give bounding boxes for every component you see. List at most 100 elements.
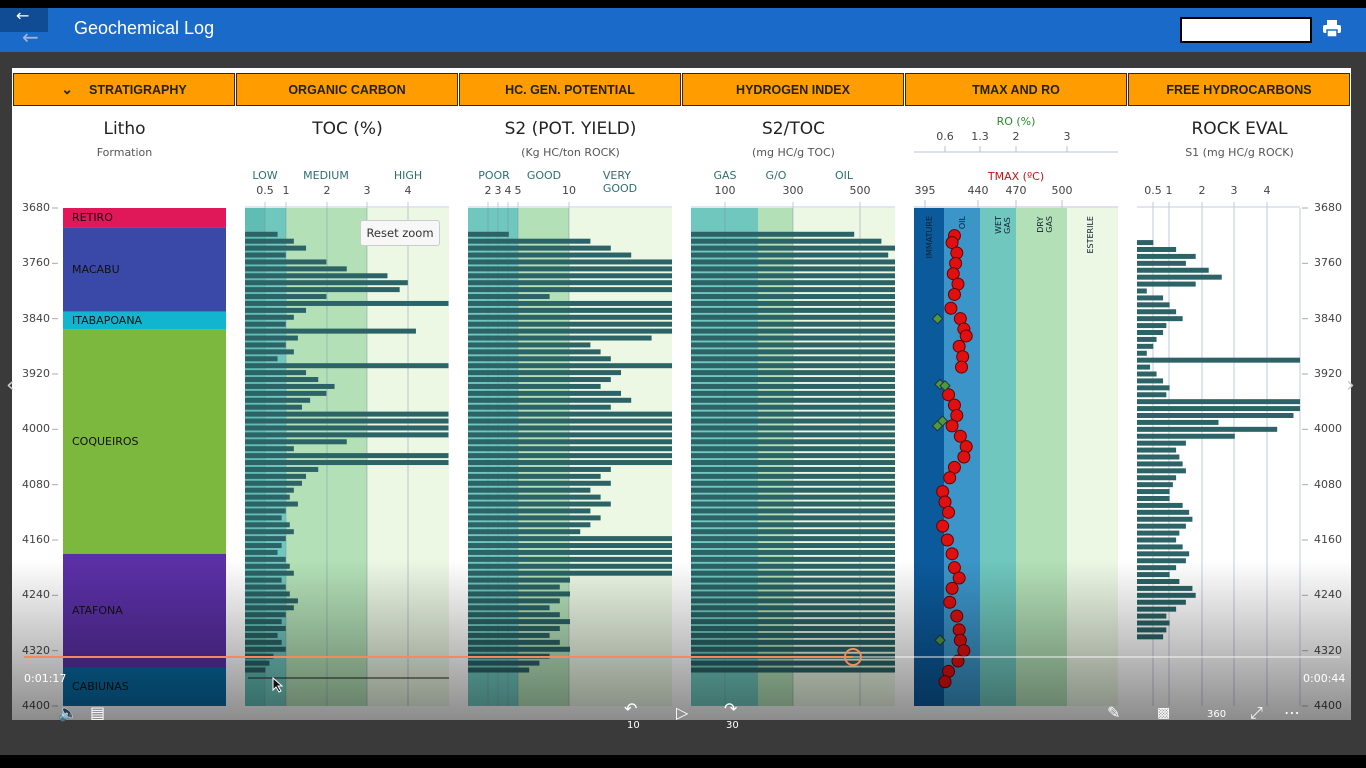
toc-bar (245, 522, 290, 528)
back-button[interactable]: ← (0, 6, 48, 32)
hi-bar (691, 626, 895, 632)
formation-itabapoana (63, 311, 226, 330)
back-arrow-icon[interactable]: ← (22, 25, 39, 49)
header-stratigraphy[interactable]: ⌄ STRATIGRAPHY (13, 73, 235, 106)
hi-tick-label: 300 (782, 184, 804, 197)
toc-bar (245, 314, 294, 320)
ro-tick-label: 3 (1063, 130, 1071, 143)
toc-bar (245, 515, 282, 521)
s2-tick-label: 10 (562, 184, 576, 197)
toc-bar (245, 370, 307, 376)
formation-cabiunas (63, 667, 226, 706)
pencil-icon[interactable]: ✎ (1107, 703, 1121, 722)
s2-bar (468, 584, 560, 590)
s2-bar (468, 453, 672, 459)
toc-bar (245, 300, 449, 306)
reset-zoom-button[interactable]: Reset zoom (360, 220, 440, 246)
toc-bar (245, 667, 266, 673)
hi-bar (691, 300, 895, 306)
s2-bar (468, 377, 611, 383)
toc-tick-label: 4 (404, 184, 412, 197)
tmax-zone (914, 208, 944, 706)
maturity-zone-label: ESTERILE (1086, 216, 1095, 254)
forward-icon[interactable]: ↷ (724, 699, 738, 718)
maturity-zone-label: DRY GAS (1036, 216, 1054, 233)
hi-zone-label: G/O (765, 169, 787, 182)
s1-bar (1137, 475, 1177, 481)
seek-handle[interactable] (844, 648, 863, 666)
toc-bar (245, 632, 278, 638)
toc-tick-label: 3 (363, 184, 371, 197)
tmax-point (936, 519, 950, 533)
more-icon[interactable]: ⋯ (1284, 703, 1300, 722)
s1-bar (1137, 371, 1157, 377)
s2-bar (468, 397, 632, 403)
s2-bar (468, 632, 550, 638)
header-free-hydrocarbons[interactable]: FREE HYDROCARBONS (1128, 73, 1350, 106)
toc-bar (245, 411, 449, 417)
previous-arrow-icon[interactable]: ‹ (6, 373, 15, 398)
hi-bar (691, 529, 895, 535)
tmax-point (950, 609, 964, 623)
print-icon[interactable] (1322, 19, 1342, 39)
depth-label-left: 4320 (22, 643, 50, 657)
toc-bar (245, 487, 294, 493)
tmax-point (943, 471, 957, 485)
hi-bar (691, 549, 895, 555)
toc-bar (245, 245, 307, 251)
s2-bar (468, 446, 672, 452)
toc-bar (245, 453, 449, 459)
play-icon[interactable]: ▷ (676, 703, 689, 722)
rewind-icon[interactable]: ↶ (624, 699, 638, 718)
s1-bar (1137, 309, 1177, 315)
s2-bar (468, 259, 672, 265)
s2-bar (468, 411, 672, 417)
search-input[interactable] (1180, 17, 1312, 43)
hi-bar (691, 577, 895, 583)
tmax-point (942, 388, 956, 402)
hi-bar (691, 473, 895, 479)
header-label: STRATIGRAPHY (89, 82, 187, 97)
exit-fullscreen-icon[interactable]: ⤢ (1250, 703, 1263, 722)
s1-bar (1137, 419, 1219, 425)
s1-bar (1137, 364, 1151, 370)
s2-bar (468, 383, 601, 389)
s2-bar (468, 646, 570, 652)
s2-bar (468, 425, 672, 431)
hi-bar (691, 570, 895, 576)
vr-360-icon[interactable]: 360 (1207, 709, 1227, 720)
ro-tick-label: 0.6 (936, 130, 954, 143)
header-tmax-ro[interactable]: TMAX AND RO (905, 73, 1127, 106)
s1-bar (1137, 426, 1278, 432)
hi-bar (691, 432, 895, 438)
s1-bar (1137, 620, 1170, 626)
s1-bar (1137, 530, 1180, 536)
formation-label: CABIUNAS (72, 679, 129, 693)
hi-bar (691, 460, 895, 466)
chevron-down-icon[interactable]: ⌄ (61, 81, 74, 97)
header-hydrogen-index[interactable]: HYDROGEN INDEX (682, 73, 904, 106)
toc-bar (245, 549, 278, 555)
header-organic-carbon[interactable]: ORGANIC CARBON (236, 73, 458, 106)
tmax-point (944, 301, 958, 315)
forward-seconds: 30 (726, 720, 739, 731)
volume-icon[interactable]: 🔈 (58, 703, 78, 722)
toc-bar (245, 259, 327, 265)
s2-bar (468, 556, 672, 562)
s1-bar (1137, 468, 1186, 474)
hi-bar (691, 508, 895, 514)
next-arrow-icon[interactable]: › (1346, 373, 1355, 398)
s2-tick-label: 3 (494, 184, 502, 197)
ro-tick-label: 2 (1012, 130, 1020, 143)
tmax-point (940, 533, 954, 547)
toc-bar (245, 439, 347, 445)
s2-bar (468, 612, 560, 618)
s2-bar (468, 494, 601, 500)
s2-bar (468, 570, 672, 576)
header-hc-gen-potential[interactable]: HC. GEN. POTENTIAL (459, 73, 681, 106)
hi-bar (691, 370, 895, 376)
s1-bar (1137, 350, 1147, 356)
captions-icon[interactable]: ▤ (90, 703, 106, 722)
toc-bar (245, 605, 294, 611)
miniplayer-icon[interactable]: ▩ (1157, 705, 1171, 721)
